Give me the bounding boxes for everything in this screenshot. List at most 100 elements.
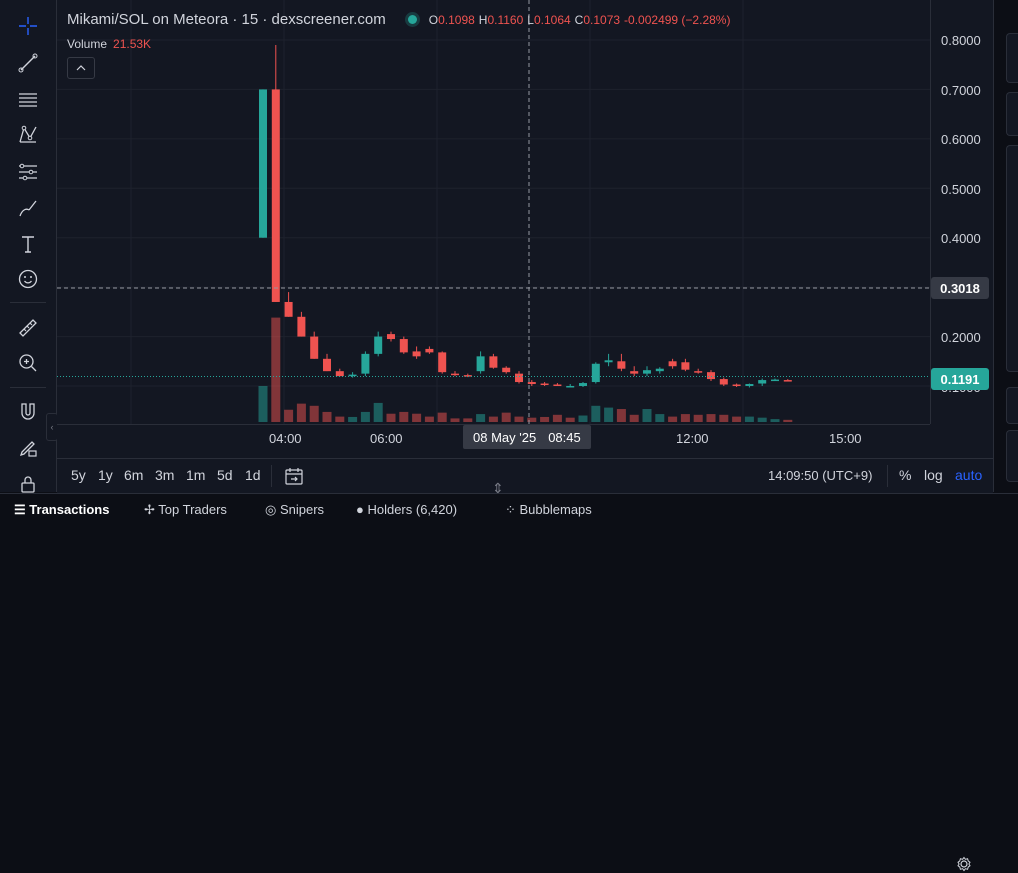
volume-bar	[604, 407, 614, 422]
volume-bar	[719, 414, 729, 422]
trend-line-icon[interactable]	[14, 49, 42, 77]
side-panel-tab[interactable]	[1006, 92, 1018, 136]
volume-bar	[322, 411, 332, 422]
range-divider	[271, 465, 272, 487]
volume-bar	[629, 414, 639, 422]
volume-bar	[335, 416, 345, 422]
lock-drawing-icon[interactable]	[14, 434, 42, 462]
volume-bar	[591, 405, 601, 422]
ruler-icon[interactable]	[14, 314, 42, 342]
volume-bar	[296, 403, 306, 422]
go-to-date-icon[interactable]	[283, 465, 305, 487]
volume-bar	[783, 419, 793, 422]
volume-bar	[488, 416, 498, 422]
pattern-icon[interactable]	[14, 121, 42, 149]
emoji-icon[interactable]	[14, 265, 42, 293]
candle-body	[681, 362, 690, 370]
collapse-legend-button[interactable]	[67, 57, 95, 79]
log-scale-toggle[interactable]: log	[924, 467, 943, 483]
volume-bar	[360, 411, 370, 422]
range-5d-button[interactable]: 5d	[217, 467, 233, 483]
candle-body	[707, 372, 715, 380]
side-panel-tab[interactable]	[1006, 387, 1018, 424]
price-tick: 0.8000	[941, 33, 981, 48]
magnet-icon[interactable]	[14, 398, 42, 426]
candle-body	[451, 373, 459, 376]
lock-icon[interactable]	[14, 470, 42, 498]
crosshair-icon[interactable]	[14, 12, 42, 40]
volume-bar	[373, 402, 383, 422]
range-1m-button[interactable]: 1m	[186, 467, 206, 483]
candle-body	[668, 361, 677, 367]
candle-body	[399, 339, 408, 353]
tab-bubblemaps[interactable]: ⁘ Bubblemaps	[505, 502, 592, 517]
range-1d-button[interactable]: 1d	[245, 467, 261, 483]
volume-bar	[399, 411, 409, 422]
candle-body	[566, 386, 575, 388]
range-3m-button[interactable]: 3m	[155, 467, 175, 483]
volume-bar	[578, 415, 588, 422]
candle-body	[463, 375, 472, 377]
ohlc-low: L0.1064	[527, 12, 571, 27]
volume-bar	[757, 417, 767, 422]
last-price-tag: 0.1191	[931, 368, 989, 390]
volume-bar	[271, 317, 281, 422]
symbol-title[interactable]: Mikami/SOL on Meteora · 15 · dexscreener…	[67, 11, 386, 28]
candle-body	[476, 356, 485, 372]
candle-body	[259, 89, 267, 238]
zoom-in-icon[interactable]	[14, 349, 42, 377]
volume-bar	[616, 409, 626, 422]
candle-body	[323, 358, 331, 372]
range-6m-button[interactable]: 6m	[124, 467, 144, 483]
right-panel-strip	[993, 0, 1018, 492]
side-panel-tab[interactable]	[1006, 430, 1018, 482]
range-1y-button[interactable]: 1y	[98, 467, 113, 483]
settings-gear-icon[interactable]	[955, 855, 973, 873]
collapse-toolbar-handle[interactable]: ‹	[46, 413, 58, 441]
tab-snipers[interactable]: ◎ Snipers	[265, 502, 325, 517]
brush-icon[interactable]	[14, 195, 42, 223]
price-tick: 0.5000	[941, 182, 981, 197]
volume-bar	[463, 418, 473, 422]
side-panel-tab[interactable]	[1006, 33, 1018, 83]
volume-bar	[476, 414, 486, 422]
price-tick: 0.6000	[941, 132, 981, 147]
chart-pane[interactable]: Mikami/SOL on Meteora · 15 · dexscreener…	[57, 0, 994, 872]
side-panel-tab[interactable]	[1006, 145, 1018, 372]
candle-body	[655, 368, 664, 372]
candle-body	[412, 351, 421, 357]
volume-bar	[386, 413, 396, 422]
range-5y-button[interactable]: 5y	[71, 467, 86, 483]
volume-bar	[552, 414, 562, 422]
price-tick: 0.4000	[941, 231, 981, 246]
prediction-icon[interactable]	[14, 158, 42, 186]
volume-bar	[501, 412, 511, 422]
chart-header: Mikami/SOL on Meteora · 15 · dexscreener…	[67, 11, 730, 28]
tab-top-traders[interactable]: ✢ Top Traders	[144, 502, 227, 517]
volume-bar	[680, 414, 690, 422]
time-scale[interactable]: 04:00 06:00 12:00 15:00 08 May '25 08:45	[57, 424, 971, 872]
volume-bar	[450, 418, 460, 422]
text-tool-icon[interactable]	[14, 230, 42, 258]
volume-bar	[527, 417, 537, 422]
volume-bar	[744, 416, 754, 422]
fib-channel-icon[interactable]	[14, 86, 42, 114]
timezone-clock[interactable]: 14:09:50 (UTC+9)	[768, 468, 873, 483]
candle-body	[553, 384, 562, 387]
range-bar: 5y 1y 6m 3m 1m 5d 1d 14:09:50 (UTC+9) % …	[57, 458, 993, 493]
volume-bar	[514, 416, 524, 422]
candle-body	[297, 316, 306, 337]
volume-bar	[642, 409, 652, 422]
percent-scale-toggle[interactable]: %	[899, 467, 912, 483]
candle-body	[361, 353, 370, 374]
auto-scale-toggle[interactable]: auto	[955, 467, 983, 483]
drawing-toolbar	[0, 0, 57, 493]
tab-transactions[interactable]: ☰ Transactions	[14, 502, 110, 517]
volume-legend: Volume 21.53K	[67, 37, 151, 51]
candle-body	[617, 361, 626, 369]
price-scale[interactable]: 0.8000 0.7000 0.6000 0.5000 0.4000 0.200…	[930, 0, 994, 424]
candle-body	[732, 384, 741, 387]
volume-bar	[706, 414, 716, 422]
resize-handle-icon[interactable]: ⇕	[492, 480, 504, 496]
